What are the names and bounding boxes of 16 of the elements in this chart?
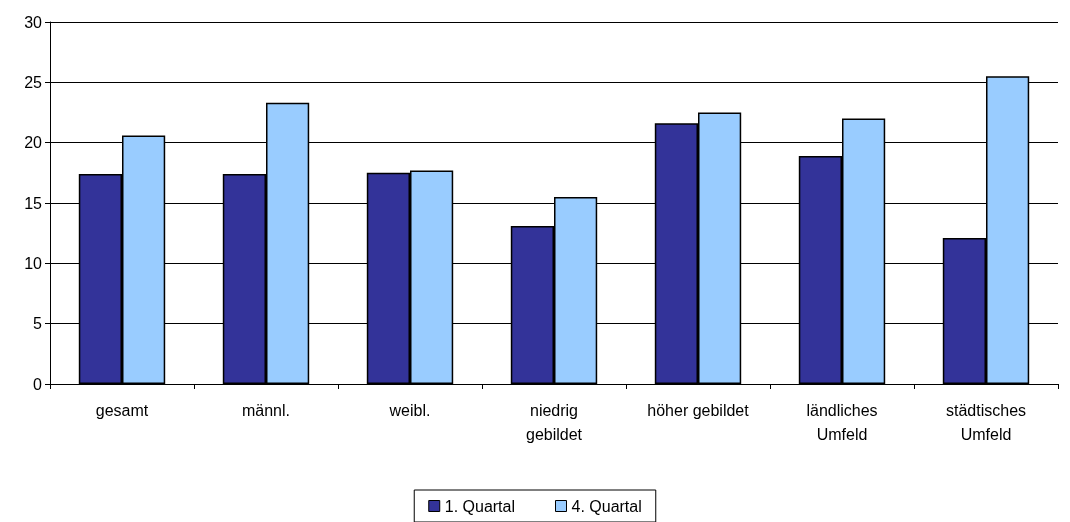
y-tick-label: 5 <box>33 315 43 333</box>
x-tick-label: städtisches Umfeld <box>945 401 1027 443</box>
x-tick-label: höher gebildet <box>647 401 750 419</box>
x-tick-label: niedrig gebildet <box>525 401 583 443</box>
x-tick-label: weibl. <box>388 401 431 419</box>
y-tick-label: 25 <box>24 73 43 91</box>
x-tick-label: männl. <box>241 401 291 419</box>
x-tick-label: ländliches Umfeld <box>806 401 878 443</box>
y-tick-label: 10 <box>24 254 43 272</box>
legend-label: 4. Quartal <box>571 497 642 515</box>
y-tick-label: 20 <box>24 134 43 152</box>
y-tick-label: 30 <box>24 13 43 31</box>
y-tick-label: 0 <box>33 375 43 393</box>
x-tick-label: gesamt <box>95 401 149 419</box>
legend-label: 1. Quartal <box>444 497 516 515</box>
y-tick-label: 15 <box>24 194 43 212</box>
